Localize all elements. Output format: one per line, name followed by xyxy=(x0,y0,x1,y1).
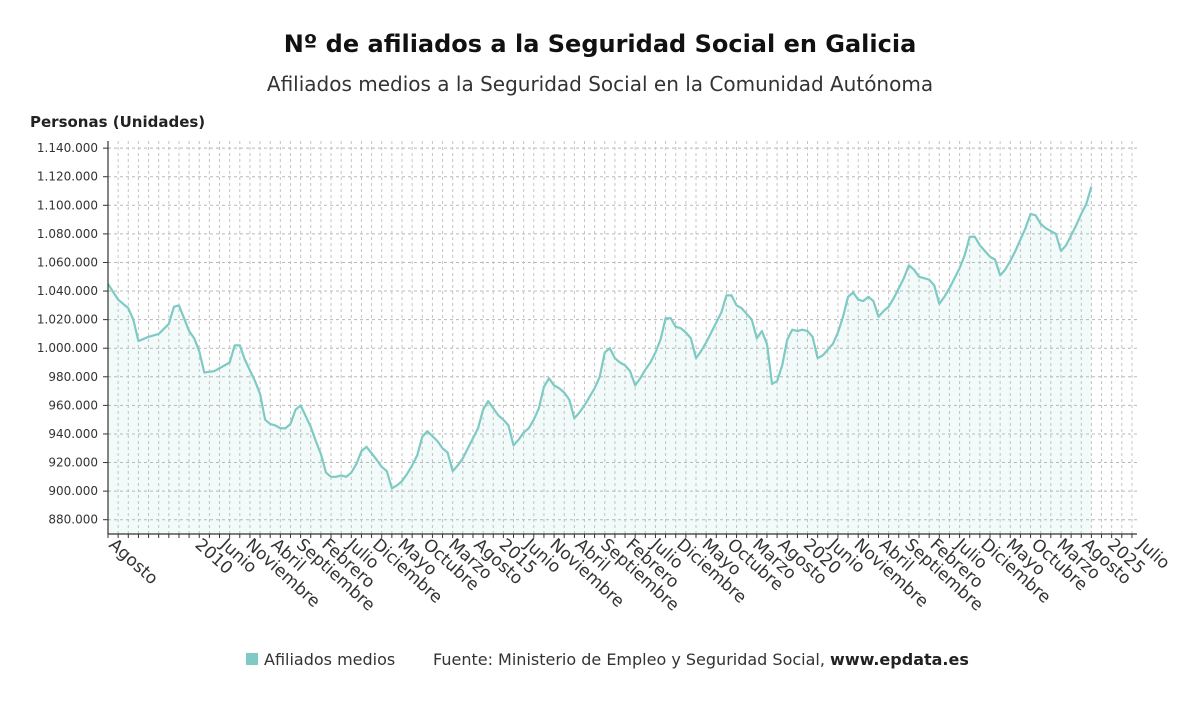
y-tick-label: 980.000 xyxy=(48,370,98,384)
y-tick-label: 900.000 xyxy=(48,484,98,498)
y-tick-label: 1.120.000 xyxy=(37,170,98,184)
y-tick-label: 1.020.000 xyxy=(37,313,98,327)
y-tick-label: 1.000.000 xyxy=(37,341,98,355)
chart-subtitle: Afiliados medios a la Seguridad Social e… xyxy=(266,72,934,96)
series-area xyxy=(108,186,1092,535)
x-tick-label: Agosto xyxy=(105,535,162,589)
y-axis-label: Personas (Unidades) xyxy=(30,113,206,131)
y-tick-label: 940.000 xyxy=(48,427,98,441)
y-tick-label: 880.000 xyxy=(48,513,98,527)
series-line xyxy=(107,186,1093,490)
source-site: www.epdata.es xyxy=(830,650,969,669)
source-note: Fuente: Ministerio de Empleo y Seguridad… xyxy=(433,650,969,669)
y-tick-label: 1.080.000 xyxy=(37,227,98,241)
y-tick-label: 960.000 xyxy=(48,398,98,412)
chart-title: Nº de afiliados a la Seguridad Social en… xyxy=(283,30,917,58)
y-tick-label: 920.000 xyxy=(48,456,98,470)
y-tick-label: 1.140.000 xyxy=(37,141,98,155)
line-chart: 880.000 900.000 920.000 940.000 960.000 980.0… xyxy=(37,141,1174,616)
legend-label: Afiliados medios xyxy=(264,650,396,669)
source-text: Fuente: Ministerio de Empleo y Seguridad… xyxy=(433,650,831,669)
y-tick-label: 1.100.000 xyxy=(37,198,98,212)
y-tick-label: 1.060.000 xyxy=(37,255,98,269)
y-tick-label: 1.040.000 xyxy=(37,284,98,298)
legend-swatch xyxy=(246,653,258,665)
